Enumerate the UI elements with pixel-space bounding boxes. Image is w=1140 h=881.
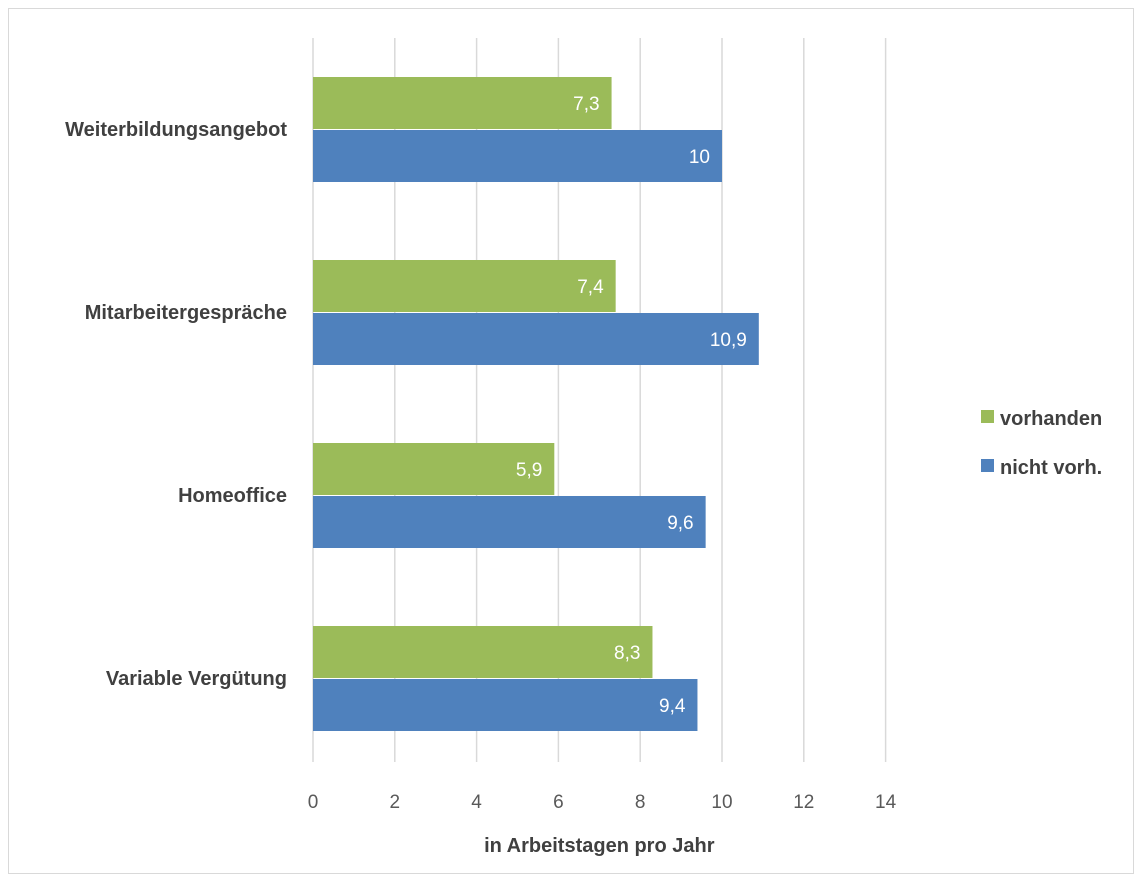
x-tick-label: 2 — [390, 792, 401, 813]
bar-nicht-vorh — [313, 313, 759, 365]
x-axis-title: in Arbeitstagen pro Jahr — [484, 835, 715, 857]
data-label: 5,9 — [516, 460, 542, 481]
legend-label: vorhanden — [1000, 408, 1102, 430]
x-tick-label: 4 — [471, 792, 482, 813]
data-label: 10,9 — [710, 330, 747, 351]
x-tick-label: 12 — [793, 792, 814, 813]
x-tick-label: 14 — [875, 792, 897, 813]
legend: vorhanden nicht vorh. — [981, 408, 1102, 479]
data-label: 10 — [689, 147, 710, 168]
legend-swatch — [981, 459, 994, 472]
x-tick-label: 0 — [308, 792, 319, 813]
bars: 7,3 10 7,4 10,9 5,9 9,6 8,3 9,4 — [313, 77, 759, 731]
data-label: 7,3 — [573, 94, 599, 115]
bar-vorhanden — [313, 77, 612, 129]
bar-vorhanden — [313, 260, 616, 312]
x-tick-labels: 0 2 4 6 8 10 12 14 — [308, 792, 897, 813]
category-label: Homeoffice — [178, 485, 287, 507]
bar-vorhanden — [313, 443, 555, 495]
bar-vorhanden — [313, 626, 653, 678]
category-label: Weiterbildungsangebot — [65, 119, 287, 141]
legend-label: nicht vorh. — [1000, 457, 1102, 479]
data-label: 9,4 — [659, 696, 686, 717]
category-label: Mitarbeitergespräche — [85, 302, 287, 324]
bar-nicht-vorh — [313, 130, 722, 182]
category-labels: Weiterbildungsangebot Mitarbeitergespräch… — [65, 119, 287, 690]
x-tick-label: 8 — [635, 792, 646, 813]
legend-swatch — [981, 410, 994, 423]
data-label: 7,4 — [577, 277, 604, 298]
data-label: 8,3 — [614, 643, 640, 664]
bar-nicht-vorh — [313, 496, 706, 548]
data-label: 9,6 — [667, 513, 693, 534]
x-tick-label: 10 — [711, 792, 732, 813]
bar-nicht-vorh — [313, 679, 698, 731]
category-label: Variable Vergütung — [106, 668, 287, 690]
x-tick-label: 6 — [553, 792, 564, 813]
